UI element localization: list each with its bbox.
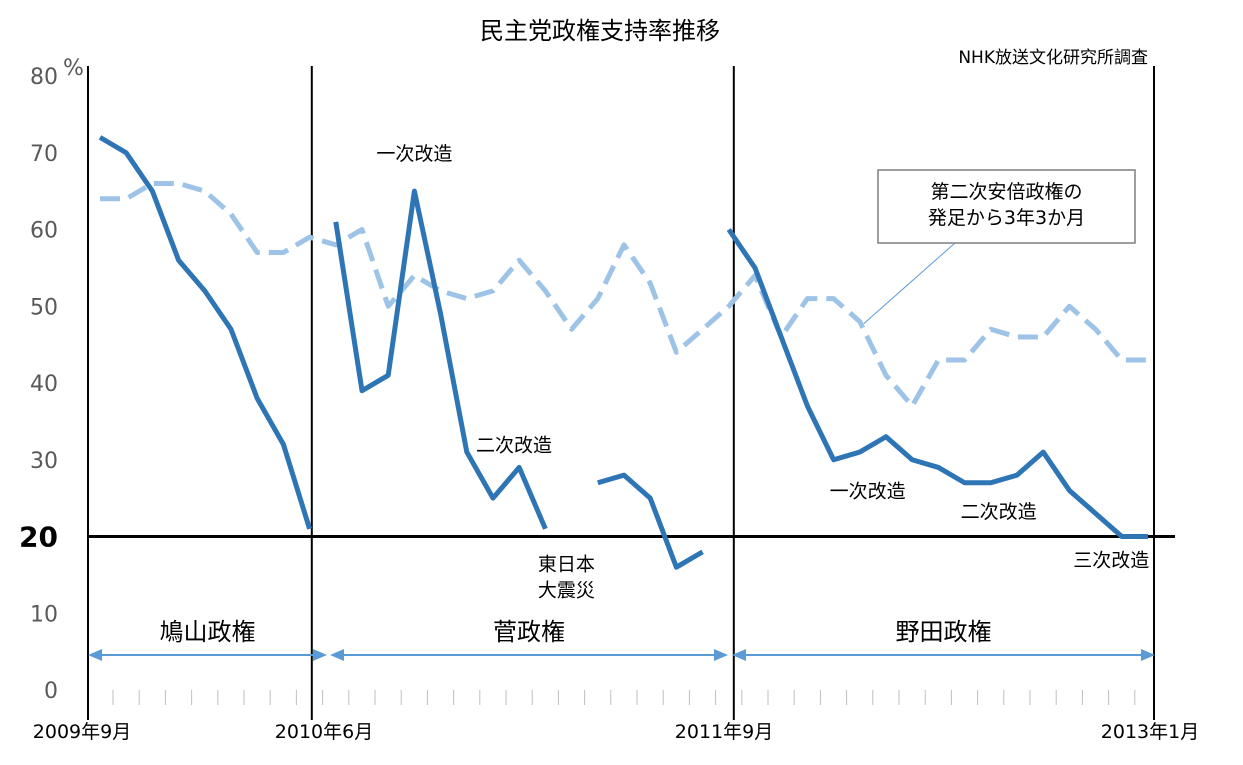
source-note: NHK放送文化研究所調査: [958, 48, 1148, 68]
y-tick-label: 80: [30, 65, 58, 90]
annotation-kan-2: 二次改造: [476, 434, 552, 456]
annotation-noda-1: 一次改造: [830, 480, 906, 502]
x-tick-label: 2009年9月: [33, 721, 131, 743]
y-tick-label: 40: [30, 372, 58, 397]
callout-text: 発足から3年3か月: [928, 207, 1085, 229]
y-tick-label: 70: [30, 142, 58, 167]
x-tick-label: 2010年6月: [275, 721, 373, 743]
callout-pointer: [863, 242, 956, 324]
y-tick-label: 60: [30, 219, 58, 244]
x-tick-label: 2011年9月: [675, 721, 773, 743]
solid-series-line: [726, 228, 1148, 539]
annotation-quake: 大震災: [538, 579, 595, 601]
x-axis-tick-labels: 2009年9月 2010年6月 2011年9月 2013年1月: [33, 721, 1199, 743]
era-arrow-head-right: [313, 649, 327, 661]
x-tick-label: 2013年1月: [1101, 721, 1199, 743]
solid-series-line: [333, 188, 548, 530]
dashed-series-line: [100, 180, 1148, 409]
era-label: 菅政権: [493, 618, 565, 646]
era-dividers: [88, 66, 1175, 720]
annotation-kan-1: 一次改造: [376, 143, 452, 165]
era-arrow-head-left: [732, 649, 746, 661]
y-tick-label: 0: [44, 679, 58, 704]
era-spans: 鳩山政権 菅政権 野田政権: [88, 618, 1155, 661]
y-unit-label: %: [63, 56, 84, 81]
era-arrow-head-right: [1141, 649, 1155, 661]
era-arrow-head-left: [88, 649, 102, 661]
solid-series-line: [98, 135, 312, 530]
y-tick-label: 10: [30, 602, 58, 627]
callout-text: 第二次安倍政権の: [930, 181, 1082, 203]
y-tick-label: 50: [30, 295, 58, 320]
y-tick-label: 30: [30, 449, 58, 474]
chart-title: 民主党政権支持率推移: [480, 17, 720, 45]
solid-series-line: [597, 472, 704, 570]
era-label: 野田政権: [896, 618, 992, 646]
series-layer: [98, 135, 1148, 570]
annotation-quake: 東日本: [538, 553, 595, 575]
y-tick-label: 20: [19, 521, 58, 554]
callout-box: [877, 169, 1136, 244]
y-axis-ticks: 0 10 20 30 40 50 60 70 80: [19, 65, 58, 704]
annotation-noda-3: 三次改造: [1073, 550, 1149, 572]
era-arrow-head-right: [714, 649, 728, 661]
annotation-noda-2: 二次改造: [961, 501, 1037, 523]
era-arrow-head-left: [330, 649, 344, 661]
x-axis-minor-ticks: [87, 66, 1136, 720]
era-label: 鳩山政権: [160, 618, 256, 646]
